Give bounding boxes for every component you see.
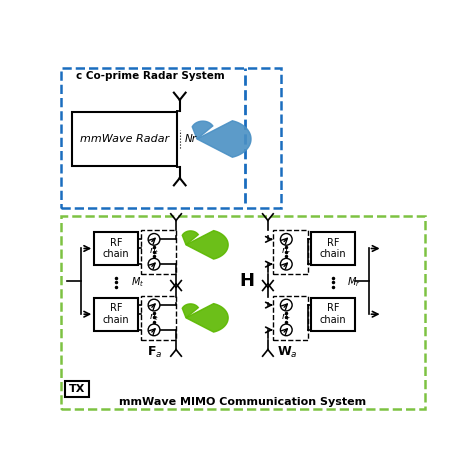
Text: $\mathbf{H}$: $\mathbf{H}$ [239, 273, 254, 291]
Text: $M_r$: $M_r$ [346, 275, 360, 289]
Bar [273, 230, 308, 274]
Circle shape [281, 234, 292, 245]
Bar [61, 216, 425, 409]
Polygon shape [182, 304, 198, 318]
Polygon shape [182, 231, 198, 245]
Bar [61, 68, 282, 209]
Text: $M_t$: $M_t$ [131, 275, 144, 289]
Text: mmWave MIMO Communication System: mmWave MIMO Communication System [119, 397, 366, 407]
Bar [273, 296, 308, 340]
Text: RF
chain: RF chain [103, 303, 129, 325]
Text: RF
chain: RF chain [319, 303, 346, 325]
Bar [72, 111, 177, 166]
Text: RF
chain: RF chain [103, 237, 129, 259]
Text: TX: TX [69, 383, 85, 393]
Circle shape [281, 299, 292, 311]
Text: $n_t$: $n_t$ [149, 246, 159, 257]
Bar [65, 381, 89, 397]
Circle shape [281, 258, 292, 270]
Text: $n_r$: $n_r$ [281, 312, 292, 323]
Bar [94, 298, 138, 331]
Text: Nr: Nr [185, 134, 197, 144]
Text: $n_r$: $n_r$ [281, 246, 292, 257]
Polygon shape [186, 304, 228, 332]
Text: mmWave Radar: mmWave Radar [80, 134, 169, 144]
Bar [94, 232, 138, 265]
Circle shape [148, 324, 160, 336]
Text: $\mathbf{F}_a$: $\mathbf{F}_a$ [147, 345, 163, 360]
Bar [311, 232, 355, 265]
Polygon shape [186, 231, 228, 259]
Bar [311, 298, 355, 331]
Circle shape [148, 299, 160, 311]
Bar [141, 230, 176, 274]
Text: $\mathbf{W}_a$: $\mathbf{W}_a$ [277, 345, 297, 360]
Bar [141, 296, 176, 340]
Text: $n_t$: $n_t$ [149, 312, 159, 323]
Circle shape [148, 258, 160, 270]
Circle shape [281, 324, 292, 336]
Text: RF
chain: RF chain [319, 237, 346, 259]
Text: c Co-prime Radar System: c Co-prime Radar System [76, 71, 225, 81]
Polygon shape [197, 121, 251, 157]
Polygon shape [192, 121, 213, 139]
Circle shape [148, 234, 160, 245]
